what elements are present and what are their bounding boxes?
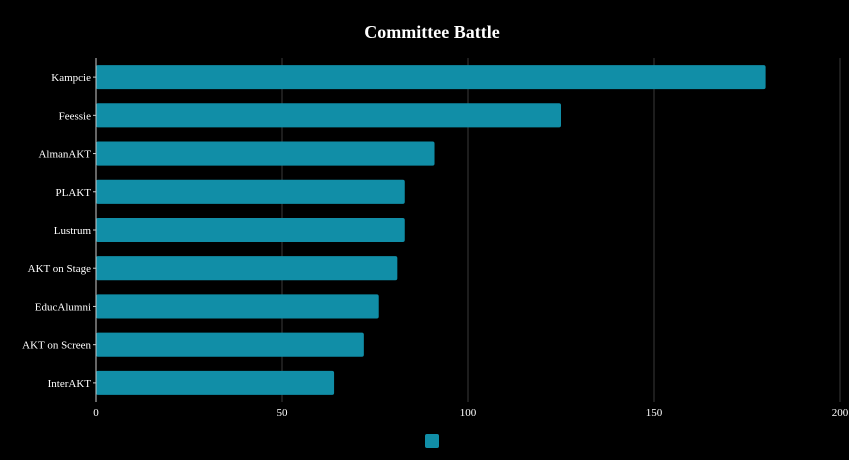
bar-akt-on-stage[interactable]	[96, 256, 398, 281]
bar-interakt[interactable]	[96, 370, 335, 395]
bar-feessie[interactable]	[96, 103, 561, 128]
legend[interactable]	[425, 434, 439, 448]
x-axis-tick-labels: 0 50 100 150 200	[93, 407, 849, 419]
x-tick-label: 100	[460, 407, 477, 419]
legend-swatch[interactable]	[425, 434, 439, 448]
y-tick-label: EducAlumni	[35, 301, 91, 313]
bar-kampcie[interactable]	[96, 65, 766, 90]
bar-plakt[interactable]	[96, 179, 405, 204]
y-tick-label: AlmanAKT	[38, 149, 91, 161]
y-tick-label: PLAKT	[56, 187, 92, 199]
chart-title: Committee Battle	[364, 22, 499, 42]
x-tick-label: 0	[93, 407, 99, 419]
y-tick-label: Kampcie	[51, 72, 91, 84]
y-axis-tick-labels: Kampcie Feessie AlmanAKT PLAKT Lustrum AKT on…	[22, 72, 96, 390]
y-tick-label: Lustrum	[54, 225, 92, 237]
bar-educalumni[interactable]	[96, 294, 379, 319]
bar-almanakt[interactable]	[96, 141, 435, 166]
y-tick-label: AKT on Stage	[28, 263, 91, 275]
x-tick-label: 50	[277, 407, 289, 419]
x-tick-label: 150	[646, 407, 663, 419]
y-tick-label: AKT on Screen	[22, 340, 91, 352]
y-tick-label: InterAKT	[48, 378, 92, 390]
y-tick-label: Feessie	[59, 110, 92, 122]
x-tick-label: 200	[832, 407, 849, 419]
bar-lustrum[interactable]	[96, 217, 405, 243]
bars	[96, 65, 766, 395]
bar-akt-on-screen[interactable]	[96, 332, 364, 357]
